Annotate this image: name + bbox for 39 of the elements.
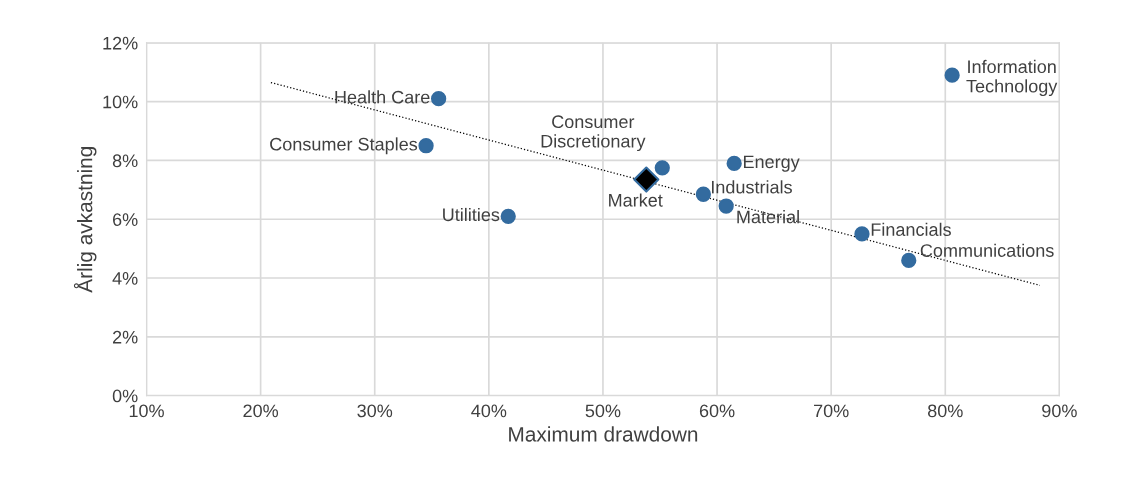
point: [431, 91, 447, 107]
x-tick-label: 20%: [243, 404, 279, 418]
x-tick-label: 10%: [129, 404, 164, 418]
x-tick-label: 90%: [1042, 404, 1077, 418]
data-label: Energy: [743, 155, 800, 172]
x-tick-label: 60%: [699, 404, 735, 418]
point: [718, 198, 734, 214]
point: [500, 208, 516, 224]
x-tick-label: 80%: [927, 404, 963, 418]
data-label: Utilities: [443, 207, 500, 222]
point: [854, 226, 870, 242]
point: [726, 155, 742, 172]
x-tick-label: 40%: [471, 404, 507, 418]
data-label: Communications: [920, 243, 1054, 257]
data-label: Consumer Discretionary: [541, 115, 646, 152]
y-tick-label: 6%: [113, 213, 138, 226]
y-axis-title: Årlig avkastning: [73, 147, 97, 293]
data-label: Information Technology: [966, 59, 1058, 97]
data-label: Industrials: [711, 180, 792, 194]
point: [418, 138, 434, 154]
point: [944, 67, 960, 83]
data-label: Consumer Staples: [270, 137, 418, 155]
point: [633, 166, 660, 193]
y-tick-label: 12%: [103, 36, 138, 50]
x-tick-label: 30%: [357, 404, 393, 418]
point: [901, 252, 917, 269]
x-tick-label: 70%: [814, 404, 849, 418]
y-tick-label: 10%: [103, 95, 138, 109]
y-tick-label: 2%: [112, 330, 138, 344]
data-label: Health Care: [335, 90, 430, 104]
y-tick-label: 0%: [112, 389, 138, 403]
x-axis-title: Maximum drawdown: [509, 426, 698, 442]
data-label: Financials: [871, 222, 951, 237]
y-tick-label: 8%: [112, 154, 138, 168]
point: [654, 160, 670, 176]
point: [695, 186, 711, 202]
x-tick-label: 50%: [585, 404, 621, 418]
y-tick-label: 4%: [112, 272, 138, 285]
data-label: Market: [609, 193, 663, 207]
